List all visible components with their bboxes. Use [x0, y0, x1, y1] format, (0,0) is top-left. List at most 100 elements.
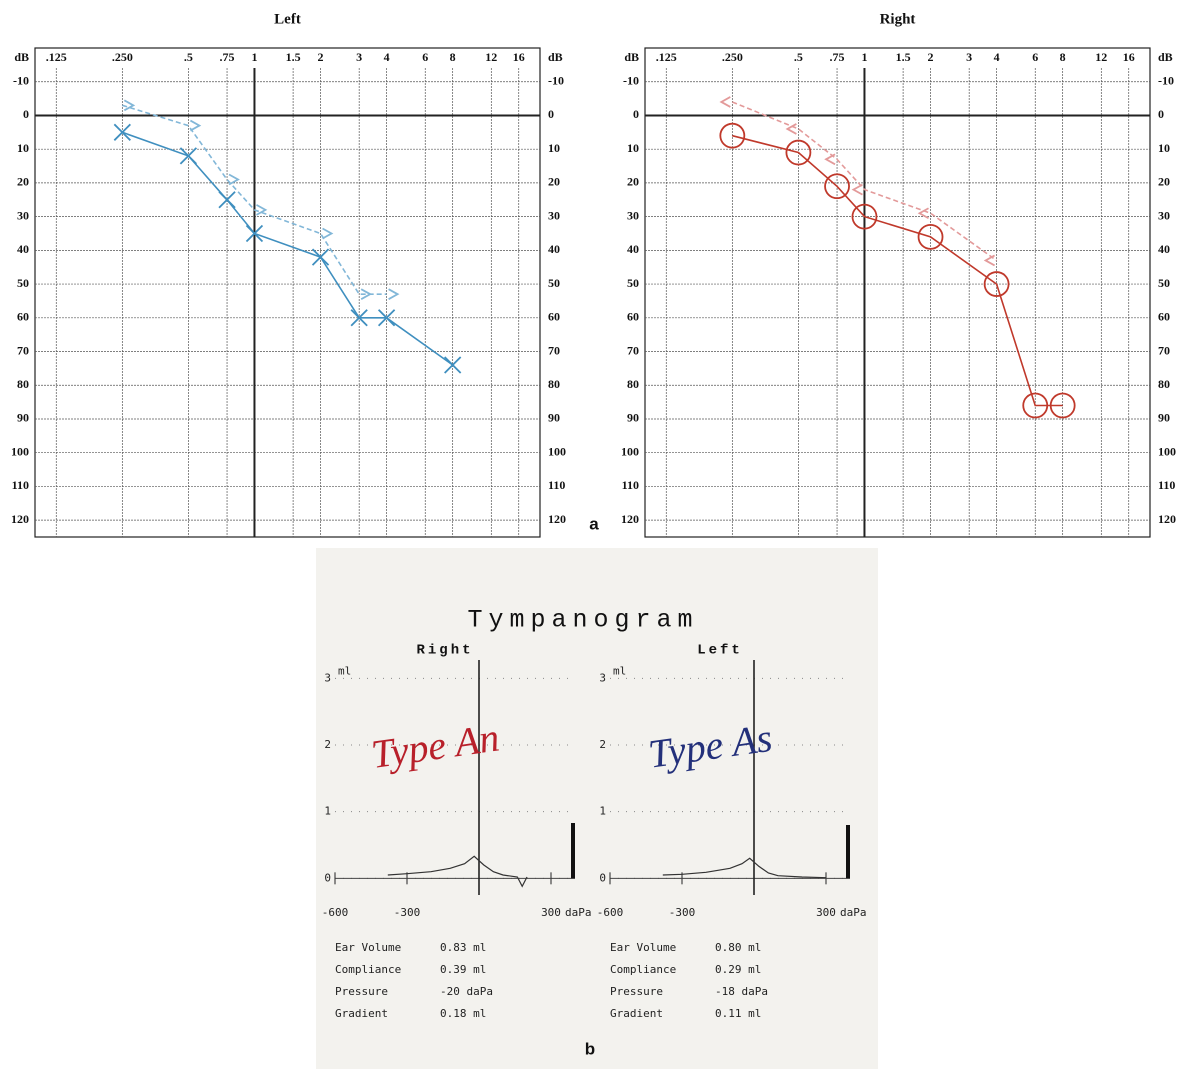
y-tick-label: 1 — [324, 805, 331, 818]
y-tick-label: 50 — [1158, 276, 1170, 290]
measurement-name: Gradient — [335, 1007, 388, 1020]
y-tick-label: 80 — [17, 377, 29, 391]
chart-title: Left — [274, 11, 301, 27]
marker-chevron — [256, 204, 268, 216]
marker-stroke — [311, 248, 330, 266]
y-tick-label: 20 — [548, 175, 560, 189]
y-tick-label: 20 — [1158, 175, 1170, 189]
measurement-name: Gradient — [610, 1007, 663, 1020]
y-tick-label: 0 — [599, 871, 606, 884]
marker-chevron — [719, 96, 731, 108]
measurement-value: 0.11 ml — [715, 1007, 761, 1020]
measurement-name: Compliance — [335, 963, 401, 976]
x-tick-label: .125 — [46, 50, 67, 64]
x-tick-label: 1.5 — [286, 50, 301, 64]
marker-gt — [123, 99, 136, 112]
x-tick-label: 6 — [1032, 50, 1038, 64]
x-tick-label: 1 — [251, 50, 257, 64]
y-tick-label: 60 — [548, 310, 560, 324]
marker-circle — [785, 139, 812, 166]
marker-chevron — [824, 153, 836, 166]
y-tick-label: 110 — [1158, 478, 1175, 492]
y-tick-label: 1 — [599, 805, 606, 818]
y-tick-label: 0 — [548, 107, 554, 121]
tympanogram-paper — [316, 548, 878, 1069]
x-tick-label: .5 — [794, 50, 803, 64]
x-tick-label: 16 — [513, 50, 525, 64]
marker-chevron — [228, 173, 240, 186]
y-tick-label: 80 — [1158, 377, 1170, 391]
axis-label: dB — [548, 50, 563, 64]
x-tick-label: -600 — [597, 906, 624, 919]
x-tick-label: 2 — [318, 50, 324, 64]
marker-chevron — [322, 227, 334, 240]
marker-chevron — [917, 207, 929, 220]
marker-x — [350, 309, 368, 327]
marker-x — [311, 248, 330, 266]
marker-x — [179, 147, 198, 165]
y-tick-label: 0 — [23, 107, 29, 121]
tympanogram-title: Tympanogram — [467, 606, 698, 635]
marker-gt — [388, 288, 400, 300]
y-tick-label: 100 — [1158, 444, 1176, 458]
x-unit: daPa — [840, 906, 867, 919]
tympanogram-curve — [662, 857, 827, 879]
measurement-value: 0.80 ml — [715, 941, 761, 954]
chart-title: Right — [416, 643, 473, 659]
measurement-name: Compliance — [610, 963, 676, 976]
marker-x — [245, 224, 264, 243]
y-tick-label: 120 — [548, 512, 566, 526]
measurement-value: 0.83 ml — [440, 941, 486, 954]
y-tick-label: 110 — [622, 478, 639, 492]
y-tick-label: 20 — [627, 175, 639, 189]
y-tick-label: 40 — [548, 242, 560, 256]
y-tick-label: 60 — [17, 310, 29, 324]
y-tick-label: 30 — [1158, 208, 1170, 222]
marker-lt — [719, 96, 731, 108]
marker-x — [377, 309, 396, 327]
x-tick-label: 12 — [1095, 50, 1107, 64]
x-tick-label: 300 — [816, 906, 836, 919]
measurement-value: 0.39 ml — [440, 963, 486, 976]
series-line — [732, 134, 1063, 407]
y-tick-label: 90 — [548, 411, 560, 425]
x-tick-label: 4 — [384, 50, 390, 64]
marker-chevron — [388, 288, 400, 300]
y-tick-label: 40 — [627, 242, 639, 256]
marker-circle — [851, 203, 878, 230]
y-tick-label: 80 — [548, 377, 560, 391]
y-unit: ml — [338, 664, 351, 677]
series-line — [731, 101, 998, 262]
y-tick-label: 90 — [627, 411, 639, 425]
y-tick-label: 0 — [633, 107, 639, 121]
x-tick-label: 6 — [422, 50, 428, 64]
axis-label: dB — [1158, 50, 1173, 64]
x-tick-label: -300 — [669, 906, 696, 919]
y-tick-label: 10 — [1158, 141, 1170, 155]
measurement-value: 0.29 ml — [715, 963, 761, 976]
x-tick-label: 12 — [485, 50, 497, 64]
marker-gt — [256, 204, 268, 216]
y-tick-label: 60 — [627, 310, 639, 324]
chart-title: Left — [697, 643, 743, 659]
axis-label: dB — [624, 50, 639, 64]
chart-title: Right — [880, 11, 916, 27]
y-tick-label: 90 — [17, 411, 29, 425]
y-tick-label: 2 — [324, 738, 331, 751]
x-tick-label: 8 — [450, 50, 456, 64]
y-tick-label: 110 — [12, 478, 29, 492]
tympanogram-curve — [387, 855, 528, 888]
marker-o — [1022, 392, 1049, 419]
marker-stroke — [113, 123, 131, 141]
panel-label: a — [589, 514, 599, 533]
y-tick-label: 110 — [548, 478, 565, 492]
marker-stroke — [179, 147, 198, 165]
y-tick-label: 100 — [548, 444, 566, 458]
x-tick-label: 1.5 — [896, 50, 911, 64]
marker-o — [824, 173, 850, 200]
x-tick-label: -300 — [394, 906, 421, 919]
marker-o — [1049, 392, 1076, 419]
marker-gt — [228, 173, 240, 186]
y-tick-label: 0 — [324, 871, 331, 884]
